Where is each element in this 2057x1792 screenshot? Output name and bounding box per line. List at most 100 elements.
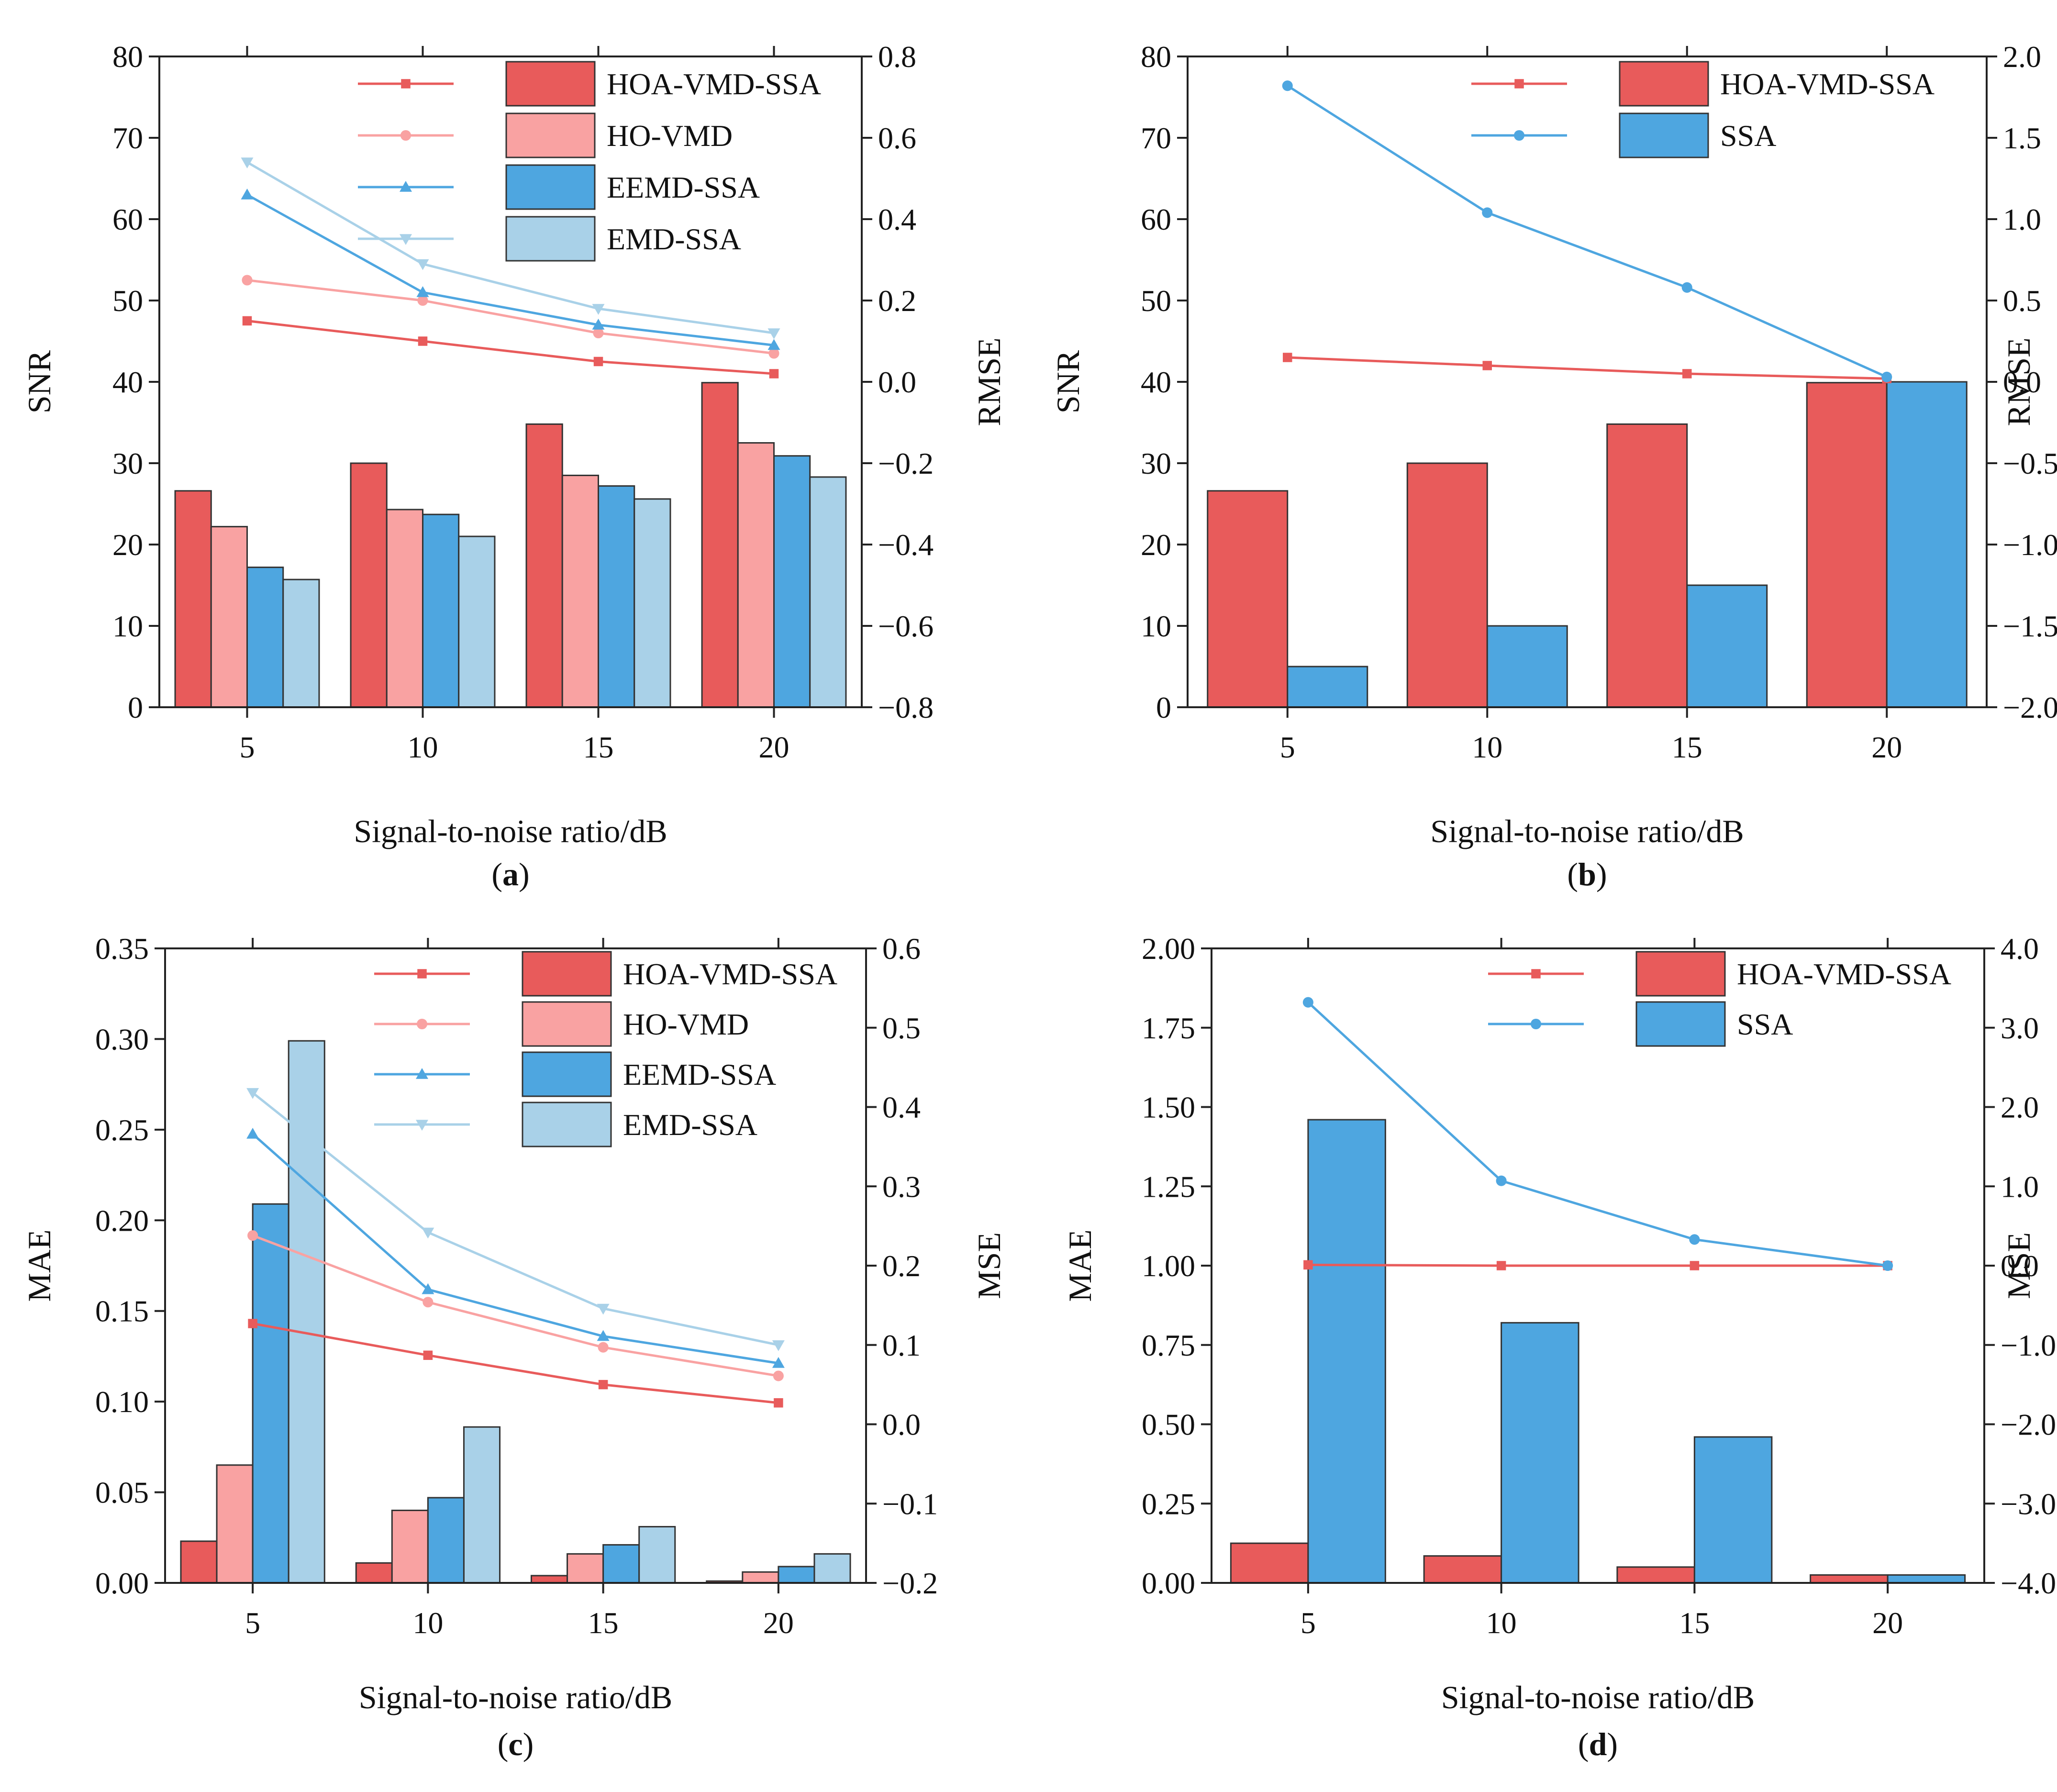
bar <box>1806 382 1888 708</box>
caption-paren-open: ( <box>1578 1726 1589 1762</box>
left-tick-label: 1.25 <box>1142 1169 1195 1203</box>
bar <box>602 1544 640 1584</box>
line-point <box>241 189 254 200</box>
caption-letter: d <box>1589 1726 1607 1762</box>
y-axis-title-right: MSE <box>2001 1232 2037 1299</box>
bar <box>1501 1322 1579 1584</box>
line-point <box>248 1319 257 1328</box>
line-point <box>417 295 428 306</box>
left-tick-label: 30 <box>112 446 143 480</box>
x-tick-label: 15 <box>1679 1606 1710 1640</box>
legend-swatch <box>1619 112 1709 158</box>
series-line <box>1307 1001 1888 1267</box>
right-tick-label: 2.0 <box>2001 1091 2039 1124</box>
line-point <box>242 316 252 326</box>
left-tick-label: 1.75 <box>1142 1011 1195 1045</box>
line-point <box>1496 1175 1507 1186</box>
legend-marker <box>400 130 411 141</box>
line-point <box>416 259 429 270</box>
series-line <box>252 1234 779 1377</box>
right-tick-label: 0.5 <box>882 1011 921 1045</box>
bar <box>422 513 460 708</box>
legend-swatch <box>1619 61 1709 107</box>
x-tick-label: 10 <box>408 730 438 764</box>
caption-paren-close: ) <box>1596 856 1607 892</box>
line-point <box>422 1227 434 1239</box>
panel-caption: (b) <box>1567 856 1607 892</box>
series-line <box>252 1322 779 1404</box>
left-tick-label: 70 <box>1141 121 1171 155</box>
legend-swatch <box>522 951 612 997</box>
line-point <box>1482 207 1493 218</box>
line-point <box>1881 371 1892 382</box>
line-point <box>773 1370 784 1381</box>
left-tick-label: 1.00 <box>1142 1249 1195 1283</box>
bar <box>742 1571 779 1584</box>
left-tick-label: 80 <box>1141 40 1171 74</box>
series-line <box>1308 1263 1888 1267</box>
right-tick-label: 1.0 <box>2003 202 2041 236</box>
bar <box>1486 625 1568 708</box>
legend-marker <box>417 969 427 979</box>
left-tick-label: 50 <box>1141 284 1171 318</box>
right-tick-label: 0.0 <box>2003 365 2041 399</box>
right-tick-label: 0.4 <box>882 1091 921 1124</box>
x-tick-label: 15 <box>1672 730 1702 764</box>
legend-label: HO-VMD <box>623 1007 749 1041</box>
right-tick-label: −0.2 <box>882 1566 938 1600</box>
series-line <box>1287 85 1888 378</box>
line-point <box>768 348 779 359</box>
right-tick-label: 0.4 <box>878 202 916 236</box>
bar <box>282 579 320 708</box>
line-point <box>598 1380 608 1390</box>
right-tick-label: 0.8 <box>878 40 916 74</box>
left-tick-label: 0.30 <box>95 1022 149 1056</box>
right-tick-label: 0.0 <box>882 1408 921 1442</box>
left-tick-label: 70 <box>112 121 143 155</box>
line-point <box>774 1398 783 1408</box>
bar <box>1693 1436 1773 1584</box>
left-tick-label: 0.35 <box>95 932 149 966</box>
legend-swatch <box>1635 1001 1726 1047</box>
bar <box>1230 1542 1309 1584</box>
left-tick-label: 0.50 <box>1142 1408 1195 1442</box>
line-point <box>242 275 253 286</box>
series-line <box>1287 356 1887 380</box>
x-tick-label: 10 <box>412 1606 443 1640</box>
line-point <box>1882 1260 1893 1271</box>
left-tick-label: 0.00 <box>95 1566 149 1600</box>
bar <box>1406 462 1488 708</box>
caption-letter: b <box>1578 856 1596 892</box>
line-point <box>593 356 603 367</box>
right-tick-label: −0.6 <box>878 609 934 643</box>
legend-label: HO-VMD <box>607 119 733 153</box>
right-tick-label: 0.3 <box>882 1169 921 1203</box>
left-tick-label: 0 <box>128 690 143 724</box>
bar <box>1810 1574 1889 1584</box>
left-tick-label: 60 <box>1141 202 1171 236</box>
left-tick-label: 20 <box>112 528 143 562</box>
bar <box>598 485 635 708</box>
left-tick-label: 0.25 <box>95 1113 149 1147</box>
bar <box>458 535 496 708</box>
bar <box>246 567 284 708</box>
legend-label: HOA-VMD-SSA <box>623 957 837 991</box>
series-line <box>252 1133 779 1365</box>
chart-d: 0.00 0.25 0.50 0.75 1.00 1.25 1.50 1.75 2.00 −4.0… <box>1062 932 2056 1762</box>
legend-marker <box>416 1068 428 1079</box>
legend-marker <box>400 234 412 245</box>
line-point <box>1282 80 1293 91</box>
chart-panel-d: 0.00 0.25 0.50 0.75 1.00 1.25 1.50 1.75 2.00 −4.0… <box>1029 895 2057 1790</box>
right-tick-label: −1.5 <box>2003 609 2057 643</box>
right-tick-label: 2.0 <box>2003 40 2041 74</box>
legend-marker <box>400 181 412 192</box>
line-point <box>422 1283 434 1294</box>
bar <box>463 1426 501 1584</box>
legend-swatch <box>505 61 596 107</box>
right-tick-label: −0.5 <box>2003 446 2057 480</box>
legend-marker <box>416 1120 428 1131</box>
caption-paren-close: ) <box>523 1726 534 1762</box>
line-point <box>246 1088 259 1099</box>
left-tick-label: 0.10 <box>95 1385 149 1419</box>
x-tick-label: 10 <box>1486 1606 1517 1640</box>
